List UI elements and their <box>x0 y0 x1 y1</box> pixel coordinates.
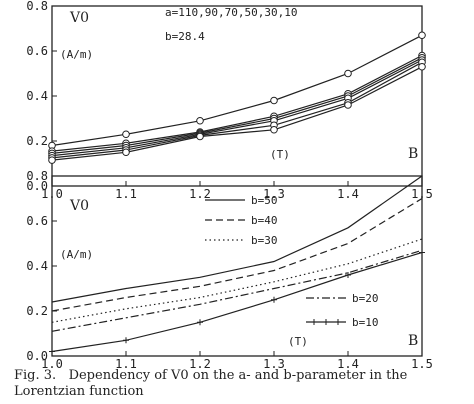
top-ylabel: V0 <box>69 10 89 26</box>
top-ticks: 0.00.20.40.60.81.0 1.1 1.2 1.3 1.4 1.5 <box>26 0 433 201</box>
bottom-xlabel: B <box>408 333 418 349</box>
bottom-series-b10-marker <box>49 348 55 355</box>
top-xtick-label: 1.4 <box>337 187 359 201</box>
top-ytick-label: 0.8 <box>26 0 48 13</box>
top-series-1-point <box>344 69 352 78</box>
top-xtick-label: 1.3 <box>263 187 285 201</box>
bottom-xtick-label: 1.2 <box>189 357 211 370</box>
bottom-ytick-label: 0.0 <box>26 349 48 363</box>
bottom-xtick-label: 1.3 <box>263 357 285 370</box>
legend-label-b-30: b=30 <box>251 234 278 247</box>
bottom-ytick-label: 0.2 <box>26 304 48 318</box>
bottom-plot-frame <box>51 175 423 357</box>
top-series-1-point <box>122 130 130 139</box>
top-series <box>48 31 426 164</box>
top-series-6-point <box>122 148 130 157</box>
top-series-1-point <box>196 116 204 125</box>
bottom-xtick-label: 1.0 <box>41 357 63 370</box>
top-xtick-label: 1.1 <box>115 187 137 201</box>
top-yunit: (A/m) <box>60 48 93 61</box>
top-series-6-point <box>270 125 278 134</box>
legend-label-b-10: b=10 <box>352 316 379 329</box>
top-ytick-label: 0.0 <box>26 179 48 193</box>
caption-line-2: Lorentzian function <box>14 384 144 399</box>
top-xtick-label: 1.2 <box>189 187 211 201</box>
bottom-series-line-b-30 <box>51 238 423 323</box>
top-series-line-6 <box>51 66 423 161</box>
caption-line-1: Fig. 3. Dependency of V0 on the a- and b… <box>14 368 408 383</box>
bottom-series-line-b-40 <box>51 197 423 312</box>
top-annotation-a: a=110,90,70,50,30,10 <box>165 6 297 19</box>
top-series-line-4 <box>51 59 423 157</box>
legend-label-b-50: b=50 <box>251 194 278 207</box>
bottom-series <box>49 175 425 355</box>
top-series-6-point <box>418 62 426 71</box>
bottom-series-b10-marker <box>345 272 351 278</box>
bottom-series-b10-marker <box>123 337 129 344</box>
legend-label-b-20: b=20 <box>352 292 379 305</box>
bottom-ylabel: V0 <box>69 198 89 214</box>
top-series-line-5 <box>51 61 423 159</box>
top-ytick-label: 0.2 <box>26 134 48 148</box>
top-xmarker: (T) <box>270 148 290 161</box>
legend-upper: b=50 b=40 b=30 <box>205 194 278 247</box>
legend-lower: b=20 b=10 <box>306 292 379 329</box>
bottom-ytick-label: 0.6 <box>26 214 48 228</box>
top-series-line-2 <box>51 54 423 152</box>
top-series-line-3 <box>51 57 423 154</box>
bottom-xtick-label: 1.1 <box>115 357 137 370</box>
bottom-xmarker: (T) <box>288 335 308 348</box>
top-ytick-label: 0.4 <box>26 89 48 103</box>
top-ytick-label: 0.6 <box>26 44 48 58</box>
bottom-xtick-label: 1.4 <box>337 357 359 370</box>
top-series-6-point <box>196 132 204 141</box>
bottom-series-b10-marker <box>419 249 425 256</box>
top-series-1-point <box>418 31 426 40</box>
bottom-series-b10-marker <box>197 319 203 326</box>
bottom-series-b10-marker <box>271 296 277 303</box>
bottom-series-line-b-50 <box>51 175 423 303</box>
bottom-series-line-b-20 <box>51 249 423 332</box>
top-series-1-point <box>270 96 278 105</box>
bottom-yunit: (A/m) <box>60 248 93 261</box>
figure-caption: Fig. 3. Dependency of V0 on the a- and b… <box>14 368 472 400</box>
bottom-series-line-b-10 <box>51 251 423 353</box>
bottom-ytick-label: 0.4 <box>26 259 48 273</box>
top-panel: 0.00.20.40.60.81.0 1.1 1.2 1.3 1.4 1.5 V0 (A/… <box>26 0 433 201</box>
top-series-6-point <box>48 156 56 164</box>
top-annotation-b: b=28.4 <box>165 30 205 43</box>
bottom-ytick-label: 0.8 <box>26 169 48 183</box>
bottom-xtick-label: 1.5 <box>411 357 433 370</box>
bottom-panel: 0.0 0.2 0.4 0.6 0.8 1.0 1.1 1.2 1.3 1.4 1.5 V0 (A/… <box>26 169 433 370</box>
top-series-6-point <box>344 101 352 109</box>
top-series-line-1 <box>51 34 423 147</box>
top-xlabel: B <box>408 146 418 162</box>
bottom-ticks: 0.0 0.2 0.4 0.6 0.8 1.0 1.1 1.2 1.3 1.4 1.5 <box>26 169 433 370</box>
figure: 0.0 0.2 0.4 0.6 0.8 1.0 1.1 1.2 1.3 1.4 1.5 V0 (A/… <box>26 0 433 370</box>
legend-label-b-40: b=40 <box>251 214 278 227</box>
